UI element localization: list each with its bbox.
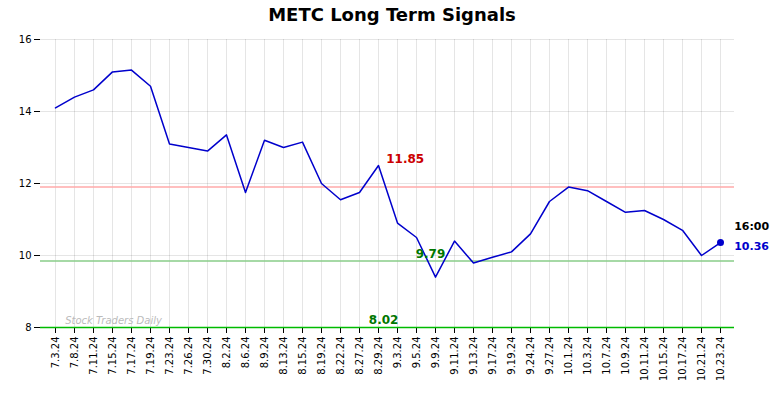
- svg-text:10.3.24: 10.3.24: [582, 337, 593, 375]
- svg-text:10.21.24: 10.21.24: [696, 337, 707, 382]
- svg-text:10.1.24: 10.1.24: [563, 337, 574, 375]
- svg-text:7.23.24: 7.23.24: [164, 337, 175, 375]
- svg-text:8.22.24: 8.22.24: [335, 337, 346, 375]
- svg-text:8.29.24: 8.29.24: [373, 337, 384, 375]
- svg-text:8.15.24: 8.15.24: [297, 337, 308, 375]
- svg-text:7.26.24: 7.26.24: [183, 337, 194, 375]
- svg-text:7.19.24: 7.19.24: [145, 337, 156, 375]
- svg-text:8.9.24: 8.9.24: [259, 337, 270, 369]
- svg-text:10.15.24: 10.15.24: [658, 337, 669, 382]
- svg-text:9.79: 9.79: [416, 247, 446, 261]
- svg-text:9.24.24: 9.24.24: [525, 337, 536, 375]
- svg-text:16:00: 16:00: [734, 220, 769, 233]
- svg-text:9.17.24: 9.17.24: [487, 337, 498, 375]
- svg-text:10.17.24: 10.17.24: [677, 337, 688, 382]
- svg-text:7.11.24: 7.11.24: [88, 337, 99, 375]
- svg-text:8.2.24: 8.2.24: [221, 337, 232, 369]
- html-text:METC Long Term Signals: METC Long Term Signals: [268, 4, 516, 25]
- svg-text:7.15.24: 7.15.24: [107, 337, 118, 375]
- svg-text:12: 12: [19, 178, 32, 189]
- svg-text:Stock Traders Daily: Stock Traders Daily: [65, 315, 163, 326]
- svg-text:8.27.24: 8.27.24: [354, 337, 365, 375]
- svg-text:7.3.24: 7.3.24: [50, 337, 61, 369]
- svg-text:9.27.24: 9.27.24: [544, 337, 555, 375]
- svg-text:10.36: 10.36: [734, 240, 769, 253]
- svg-text:16: 16: [19, 34, 32, 45]
- svg-text:9.19.24: 9.19.24: [506, 337, 517, 375]
- svg-text:9.3.24: 9.3.24: [392, 337, 403, 369]
- svg-text:9.5.24: 9.5.24: [411, 337, 422, 369]
- svg-text:9.9.24: 9.9.24: [430, 337, 441, 369]
- svg-text:8.02: 8.02: [369, 313, 399, 327]
- svg-text:14: 14: [19, 106, 32, 117]
- svg-text:10: 10: [19, 250, 32, 261]
- svg-text:8.13.24: 8.13.24: [278, 337, 289, 375]
- svg-text:7.17.24: 7.17.24: [126, 337, 137, 375]
- svg-text:10.9.24: 10.9.24: [620, 337, 631, 375]
- svg-text:8.6.24: 8.6.24: [240, 337, 251, 369]
- svg-text:9.13.24: 9.13.24: [468, 337, 479, 375]
- svg-text:7.8.24: 7.8.24: [69, 337, 80, 369]
- svg-text:10.23.24: 10.23.24: [715, 337, 726, 382]
- svg-text:9.11.24: 9.11.24: [449, 337, 460, 375]
- svg-text:7.30.24: 7.30.24: [202, 337, 213, 375]
- svg-text:11.85: 11.85: [386, 152, 424, 166]
- svg-text:10.7.24: 10.7.24: [601, 337, 612, 375]
- svg-text:8.19.24: 8.19.24: [316, 337, 327, 375]
- svg-text:10.11.24: 10.11.24: [639, 337, 650, 382]
- svg-text:8: 8: [25, 322, 31, 333]
